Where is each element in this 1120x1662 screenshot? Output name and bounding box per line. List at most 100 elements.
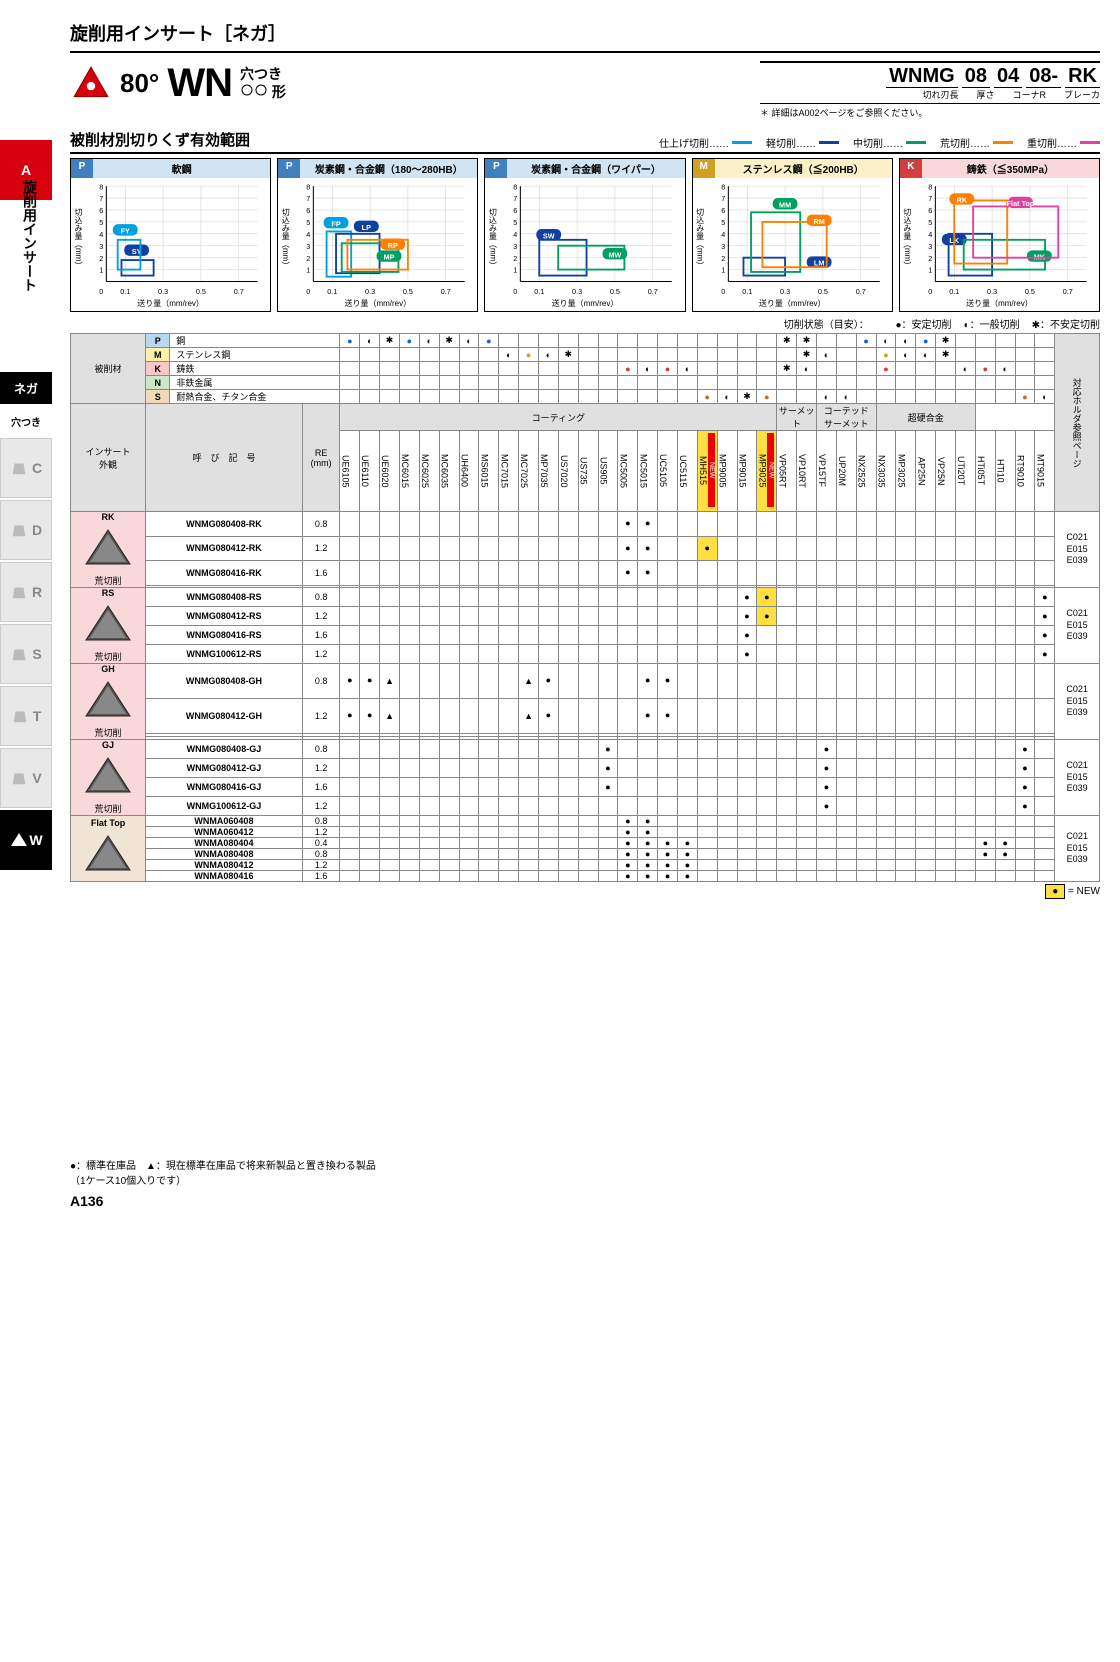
availability-mark — [936, 838, 956, 849]
availability-mark — [836, 849, 856, 860]
availability-mark — [1035, 816, 1055, 827]
material-mark — [519, 376, 539, 390]
availability-mark — [519, 588, 539, 607]
availability-mark — [1015, 561, 1035, 586]
material-mark: ◐ — [876, 334, 896, 348]
availability-mark — [459, 561, 479, 586]
material-mark — [459, 376, 479, 390]
availability-mark — [916, 645, 936, 664]
svg-text:MM: MM — [779, 200, 791, 209]
insert-designation: WNMG080408-GJ — [146, 740, 303, 759]
side-tab-t[interactable]: T — [0, 686, 52, 746]
availability-mark: ▲ — [519, 664, 539, 699]
availability-mark — [677, 588, 697, 607]
availability-mark — [598, 827, 618, 838]
availability-mark — [479, 512, 499, 537]
availability-mark — [340, 536, 360, 561]
availability-mark — [360, 871, 380, 882]
availability-mark: ● — [340, 698, 360, 733]
material-mark — [439, 348, 459, 362]
availability-mark — [936, 849, 956, 860]
svg-text:3: 3 — [514, 242, 518, 251]
svg-text:8: 8 — [99, 182, 103, 191]
table-row: WNMG100612-RS1.2●● — [71, 645, 1100, 664]
availability-mark — [896, 860, 916, 871]
availability-mark — [578, 797, 598, 816]
availability-mark — [519, 759, 539, 778]
material-mark — [419, 390, 439, 404]
availability-mark — [538, 512, 558, 537]
availability-mark — [638, 740, 658, 759]
material-mark — [360, 376, 380, 390]
availability-mark — [956, 871, 976, 882]
availability-mark — [896, 607, 916, 626]
availability-mark — [578, 759, 598, 778]
svg-text:2: 2 — [306, 254, 310, 263]
availability-mark — [340, 849, 360, 860]
availability-mark — [956, 512, 976, 537]
side-tab-anatsuki[interactable]: 穴つき — [0, 406, 52, 436]
material-mark: ◐ — [896, 334, 916, 348]
side-tab-r[interactable]: R — [0, 562, 52, 622]
material-name: 非鉄金属 — [170, 376, 340, 390]
grade-header: NEWMH515 — [697, 431, 717, 512]
availability-mark — [399, 838, 419, 849]
side-tab-d[interactable]: D — [0, 500, 52, 560]
side-tab-c[interactable]: C — [0, 438, 52, 498]
material-mark — [737, 362, 757, 376]
side-tab-s[interactable]: S — [0, 624, 52, 684]
availability-mark — [499, 512, 519, 537]
material-mark — [538, 362, 558, 376]
side-tab-nega[interactable]: ネガ — [0, 372, 52, 404]
availability-mark — [817, 536, 837, 561]
side-tab-w[interactable]: W — [0, 810, 52, 870]
material-mark — [836, 376, 856, 390]
availability-mark — [697, 698, 717, 733]
table-row: Flat TopWNMA0604080.8●●C021E015E039 — [71, 816, 1100, 827]
availability-mark — [717, 778, 737, 797]
availability-mark — [916, 664, 936, 699]
material-mark — [638, 390, 658, 404]
material-mark — [916, 376, 936, 390]
availability-mark — [697, 797, 717, 816]
availability-mark — [876, 759, 896, 778]
availability-mark — [737, 816, 757, 827]
availability-mark — [817, 849, 837, 860]
material-mark — [1035, 348, 1055, 362]
availability-mark: ● — [1035, 588, 1055, 607]
availability-mark — [638, 645, 658, 664]
svg-text:0.3: 0.3 — [987, 287, 997, 296]
availability-mark — [817, 816, 837, 827]
material-mark — [399, 362, 419, 376]
availability-mark — [479, 536, 499, 561]
material-mark: ◐ — [638, 362, 658, 376]
availability-mark — [956, 849, 976, 860]
availability-mark — [558, 588, 578, 607]
availability-mark — [936, 816, 956, 827]
availability-mark — [737, 512, 757, 537]
availability-mark — [876, 698, 896, 733]
availability-mark — [558, 664, 578, 699]
material-mark: ● — [916, 334, 936, 348]
material-mark — [817, 362, 837, 376]
availability-mark — [578, 512, 598, 537]
availability-mark — [876, 607, 896, 626]
side-tab-v[interactable]: V — [0, 748, 52, 808]
availability-mark — [638, 588, 658, 607]
availability-mark — [757, 626, 777, 645]
availability-mark — [419, 816, 439, 827]
svg-text:8: 8 — [514, 182, 518, 191]
availability-mark — [757, 860, 777, 871]
availability-mark — [956, 740, 976, 759]
material-mark — [797, 390, 817, 404]
availability-mark: ● — [618, 816, 638, 827]
grade-header: US905 — [598, 431, 618, 512]
availability-mark — [797, 827, 817, 838]
availability-mark — [975, 607, 995, 626]
re-value: 1.6 — [302, 561, 340, 586]
availability-mark — [479, 626, 499, 645]
svg-text:5: 5 — [928, 218, 932, 227]
header-note: ＊ 詳細はA002ページをご参照ください。 — [760, 106, 1100, 119]
availability-mark — [419, 860, 439, 871]
availability-mark: ● — [638, 512, 658, 537]
